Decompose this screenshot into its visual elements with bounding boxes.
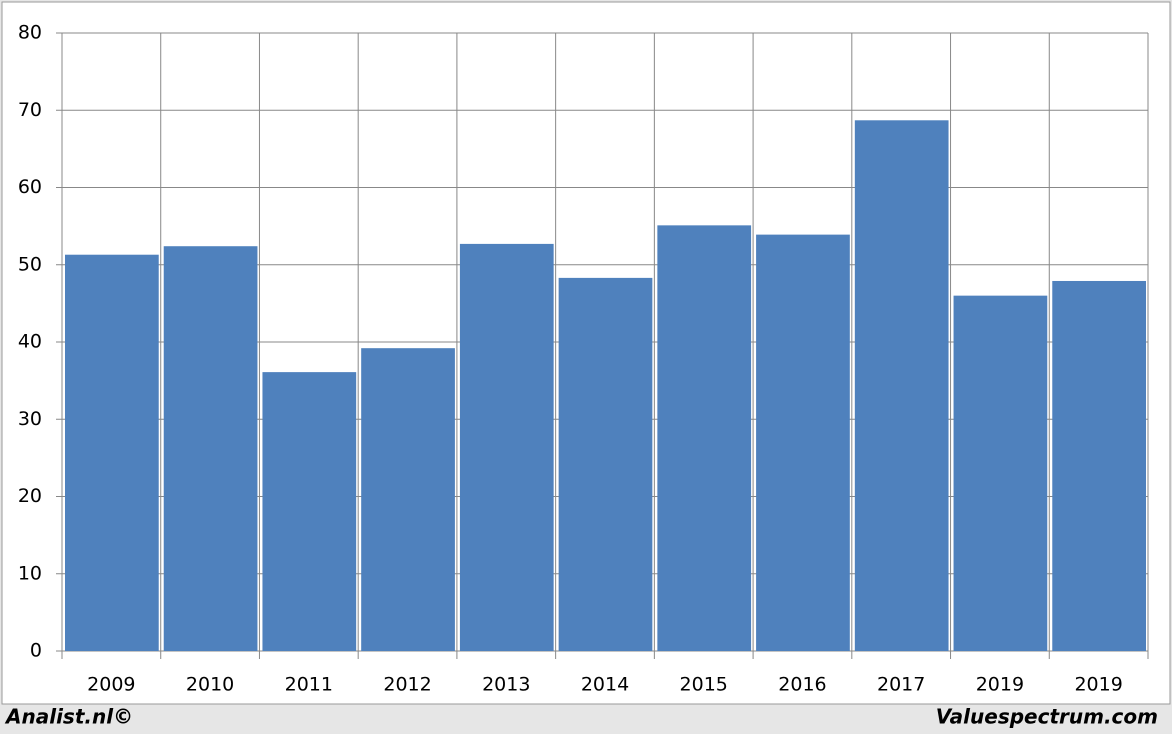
x-tick-label: 2019 [976, 674, 1024, 696]
bar [854, 120, 949, 652]
x-tick-label: 2017 [877, 674, 925, 696]
y-tick-label: 60 [18, 176, 42, 198]
y-tick-label: 20 [18, 485, 42, 507]
x-tick-label: 2016 [778, 674, 826, 696]
x-tick-label: 2009 [87, 674, 135, 696]
x-tick-label: 2019 [1074, 674, 1122, 696]
x-tick-label: 2011 [285, 674, 333, 696]
x-tick-label: 2014 [581, 674, 629, 696]
bar [558, 277, 653, 651]
y-tick-label: 50 [18, 253, 42, 275]
y-tick-label: 0 [30, 640, 42, 662]
bar [459, 243, 554, 651]
bar [756, 234, 850, 651]
bar [657, 225, 752, 652]
y-tick-label: 10 [18, 562, 42, 584]
bar [163, 246, 258, 651]
x-tick-label: 2015 [680, 674, 728, 696]
y-tick-label: 40 [18, 331, 42, 353]
bar [262, 372, 357, 651]
y-tick-label: 30 [18, 408, 42, 430]
y-tick-label: 70 [18, 99, 42, 121]
y-tick-label: 80 [18, 22, 42, 44]
x-tick-label: 2010 [186, 674, 234, 696]
bar [361, 348, 455, 651]
bar [65, 254, 159, 651]
source-right: Valuespectrum.com [936, 705, 1158, 729]
bar [1052, 280, 1146, 651]
bar [953, 295, 1048, 651]
source-left: Analist.nl© [4, 705, 133, 729]
x-tick-label: 2013 [482, 674, 530, 696]
x-tick-label: 2012 [383, 674, 431, 696]
